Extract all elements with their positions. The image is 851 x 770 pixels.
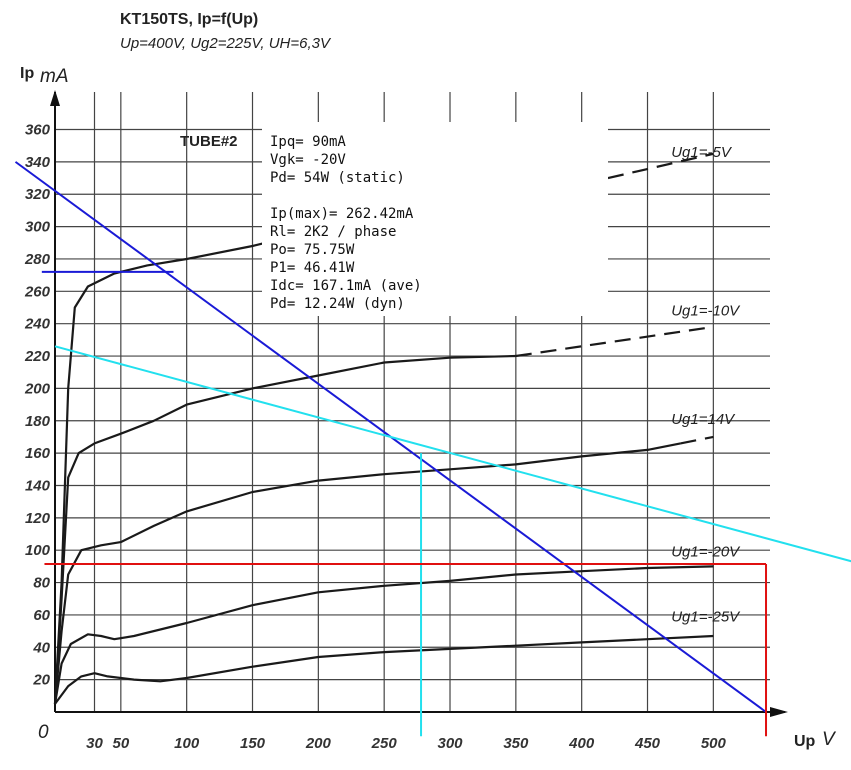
y-tick-label: 20 xyxy=(32,672,50,689)
info-line: Rl= 2K2 / phase xyxy=(270,224,396,240)
curve-label: Ug1=-5V xyxy=(671,144,733,161)
y-tick-label: 360 xyxy=(25,122,51,139)
curve-label: Ug1=-20V xyxy=(671,544,741,561)
x-tick-label: 30 xyxy=(86,735,103,752)
info-line: Ip(max)= 262.42mA xyxy=(270,206,414,222)
x-tick-label: 450 xyxy=(634,735,661,752)
x-tick-label: 150 xyxy=(240,735,266,752)
y-tick-label: 80 xyxy=(33,575,50,592)
x-tick-label: 400 xyxy=(568,735,595,752)
x-axis-arrow xyxy=(770,707,788,717)
info-box-background xyxy=(262,122,608,316)
y-tick-label: 340 xyxy=(25,154,51,171)
x-tick-label: 100 xyxy=(174,735,200,752)
y-tick-label: 280 xyxy=(24,251,51,268)
y-tick-label: 320 xyxy=(25,186,51,203)
info-line: P1= 46.41W xyxy=(270,260,355,276)
chart-subtitle: Up=400V, Ug2=225V, UH=6,3V xyxy=(120,35,332,52)
overlay-lines xyxy=(14,161,851,737)
info-line: Pd= 12.24W (dyn) xyxy=(270,296,405,312)
y-tick-label: 140 xyxy=(25,477,51,494)
y-axis-arrow xyxy=(50,90,60,106)
tick-labels: 20 40 60 80 100 120 140 160 180 200 220 240 260 280 30… xyxy=(24,122,727,752)
y-tick-label: 120 xyxy=(25,510,51,527)
x-tick-label: 50 xyxy=(112,735,129,752)
y-tick-label: 40 xyxy=(32,639,50,656)
curve-dashed-extension xyxy=(680,435,714,445)
x-axis-unit: V xyxy=(822,729,837,750)
origin-label: 0 xyxy=(38,722,49,743)
curve-line xyxy=(53,354,516,704)
x-tick-label: 300 xyxy=(437,735,463,752)
curve-line xyxy=(54,634,714,705)
curve-dashed-extension xyxy=(607,152,714,180)
x-tick-label: 500 xyxy=(701,735,727,752)
info-line: Idc= 167.1mA (ave) xyxy=(270,278,422,294)
y-axis-label: Ip xyxy=(20,65,34,82)
y-tick-label: 260 xyxy=(24,283,51,300)
info-line: Vgk= -20V xyxy=(270,152,346,168)
y-tick-label: 160 xyxy=(25,445,51,462)
y-tick-label: 100 xyxy=(25,542,51,559)
x-tick-label: 250 xyxy=(371,735,398,752)
curve-line xyxy=(53,565,714,705)
y-axis-unit: mA xyxy=(40,66,69,87)
x-tick-label: 200 xyxy=(305,735,332,752)
info-box: Ipq= 90mA Vgk= -20V Pd= 54W (static) Ip(max… xyxy=(270,134,422,312)
y-tick-label: 200 xyxy=(24,380,51,397)
y-tick-label: 220 xyxy=(24,348,51,365)
info-line: Ipq= 90mA xyxy=(270,134,346,150)
load-line-cyan xyxy=(54,345,851,563)
curve-label: Ug1=-25V xyxy=(671,608,741,625)
curve-label: Ug1=14V xyxy=(671,411,736,428)
y-tick-label: 60 xyxy=(33,607,50,624)
tube-label: TUBE#2 xyxy=(180,133,238,150)
chart-title: KT150TS, Ip=f(Up) xyxy=(120,11,258,28)
y-tick-label: 180 xyxy=(25,413,51,430)
curve-line xyxy=(53,442,681,704)
info-line: Po= 75.75W xyxy=(270,242,355,258)
curve-dashed-extension xyxy=(515,325,714,358)
axes xyxy=(50,90,788,717)
y-tick-label: 240 xyxy=(24,316,51,333)
curve-label: Ug1=-10V xyxy=(671,303,741,320)
info-line: Pd= 54W (static) xyxy=(270,170,405,186)
y-tick-label: 300 xyxy=(25,219,51,236)
x-axis-label: Up xyxy=(794,733,816,750)
x-tick-label: 350 xyxy=(503,735,529,752)
